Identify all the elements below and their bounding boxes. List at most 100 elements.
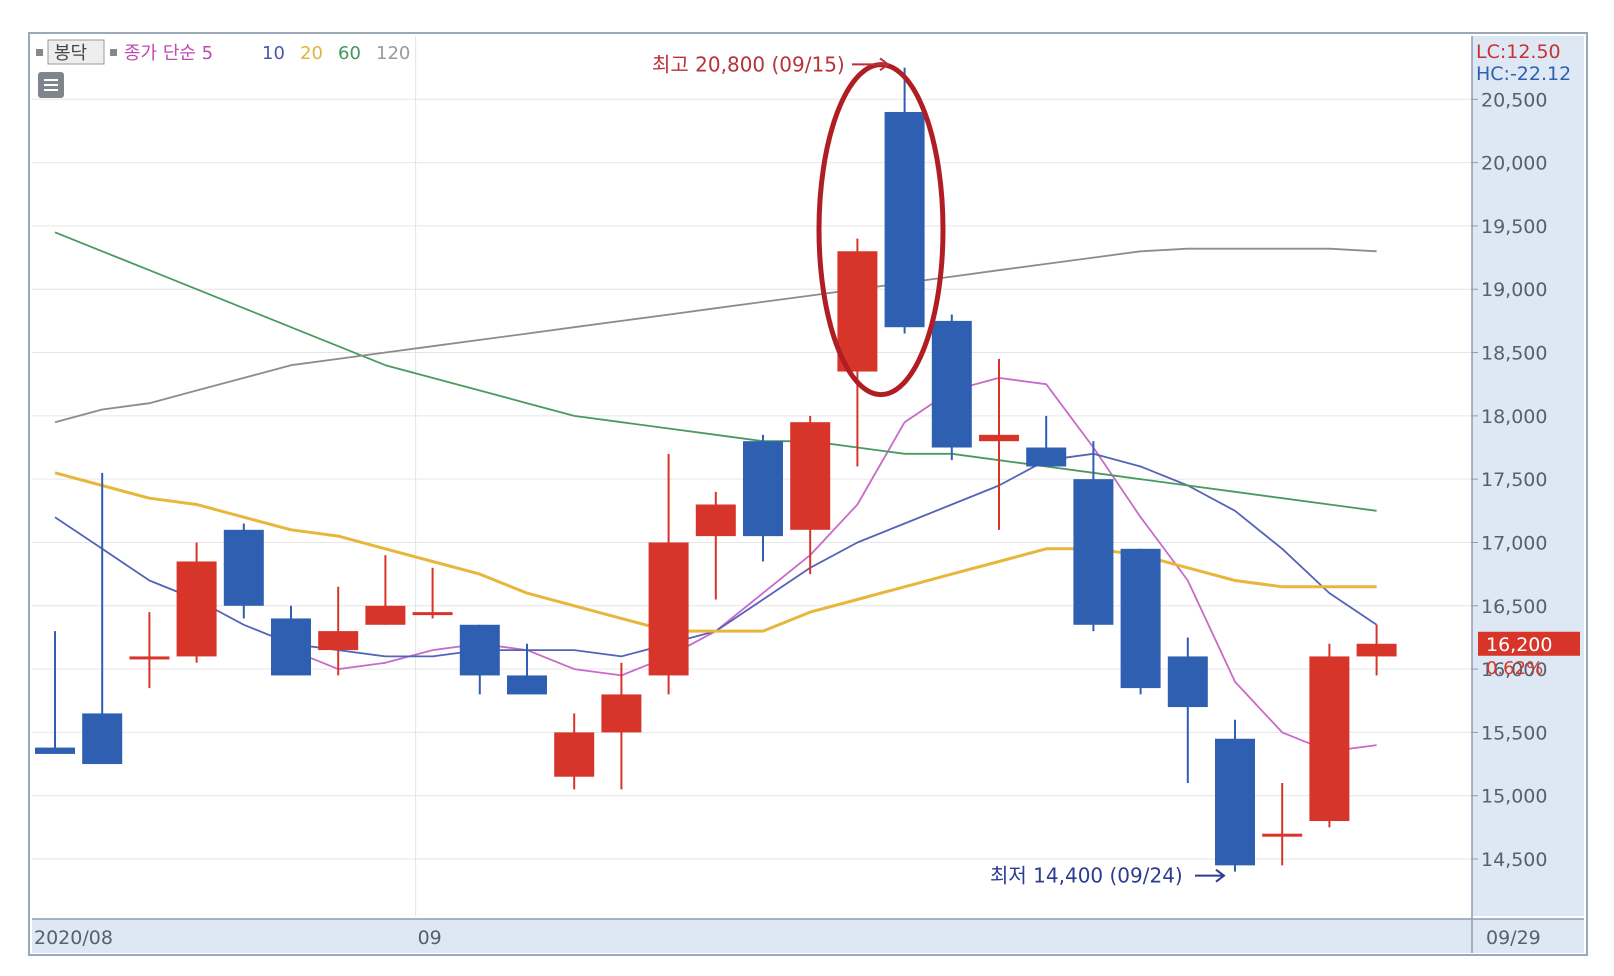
legend-ma20: 20 [300, 43, 323, 64]
candle-body [271, 618, 311, 676]
candle-body [412, 612, 453, 616]
outer-border [28, 32, 1588, 956]
candle [82, 472, 123, 765]
legend: 봉닥 종가 단순 5 10 20 60 120 [36, 39, 410, 98]
y-tick-label: 17,500 [1481, 469, 1547, 491]
legend-marker-icon [36, 49, 43, 56]
y-tick-label: 15,500 [1481, 722, 1547, 744]
candle-body [507, 675, 547, 695]
candle-body [129, 656, 170, 660]
candle-body [1120, 548, 1161, 689]
candle-body [601, 694, 642, 733]
candle-body [1073, 479, 1114, 625]
candle [1073, 441, 1114, 632]
candle [837, 238, 878, 467]
x-tick-label: 09 [418, 927, 442, 949]
ma120-line [54, 247, 1377, 424]
candle [790, 415, 831, 575]
candle [743, 434, 783, 562]
y-axis: 20,500 20,000 19,500 19,000 18,500 18,000 17,5… [1472, 89, 1547, 871]
y-tick-label: 16,500 [1481, 596, 1547, 618]
high-annotation: 최고 20,800 (09/15) [652, 52, 845, 76]
candle-body [35, 747, 75, 754]
candle [1167, 637, 1208, 784]
candle-body [1215, 738, 1255, 866]
candle [931, 314, 972, 461]
candle-body [790, 422, 831, 530]
candle-body [743, 441, 783, 537]
candle [271, 605, 311, 676]
y-tick-label: 19,500 [1481, 216, 1547, 238]
legend-ma5: 종가 단순 5 [124, 43, 213, 64]
candle-body [884, 111, 925, 328]
candles [35, 67, 1397, 872]
candle-body [82, 713, 123, 765]
y-tick-label: 17,000 [1481, 532, 1547, 554]
ma60-line [54, 231, 1377, 512]
legend-ma120: 120 [376, 43, 410, 64]
candle-body [837, 251, 878, 372]
candle [648, 453, 689, 695]
candle [1026, 415, 1067, 467]
x-axis-panel [32, 919, 1472, 953]
candle [223, 523, 264, 619]
axis-panels [32, 36, 1584, 953]
x-axis: 2020/08 09 09/29 [34, 927, 1541, 949]
candle [176, 542, 217, 663]
current-price-label: 16,200 [1486, 634, 1552, 656]
chart-type-box[interactable] [47, 39, 105, 65]
candle-body [695, 504, 736, 537]
high-arrow-icon [852, 57, 890, 72]
candle [35, 631, 75, 754]
hc-value: HC:-22.12 [1476, 63, 1571, 85]
settings-icon[interactable] [38, 72, 64, 98]
candle [1262, 783, 1303, 866]
candle [884, 67, 925, 334]
legend-ma60: 60 [338, 43, 361, 64]
candle-body [176, 561, 217, 657]
corner-panel [1472, 919, 1584, 953]
candle [459, 624, 500, 695]
candle-body [223, 529, 264, 606]
candle-body [365, 605, 406, 625]
candle [412, 567, 453, 619]
y-tick-label: 16,000 [1481, 659, 1547, 681]
y-tick-label: 18,000 [1481, 406, 1547, 428]
candle [1356, 624, 1397, 676]
current-price-badge [1478, 631, 1580, 656]
x-tick-label: 2020/08 [34, 927, 113, 949]
candle-body [554, 732, 595, 777]
candle [601, 662, 642, 790]
candle [979, 358, 1019, 530]
candle-body [318, 631, 359, 651]
lc-value: LC:12.50 [1476, 41, 1561, 63]
candle [507, 643, 547, 695]
y-tick-label: 14,500 [1481, 849, 1547, 871]
candle [365, 555, 406, 625]
candle [1309, 643, 1350, 828]
candle [318, 586, 359, 676]
y-tick-label: 18,500 [1481, 343, 1547, 365]
candle-body [1167, 656, 1208, 708]
candle-body [648, 542, 689, 676]
candle-body [459, 624, 500, 676]
legend-ma-marker-icon [110, 49, 117, 56]
y-tick-label: 20,000 [1481, 153, 1547, 175]
legend-chart-type[interactable]: 봉닥 [54, 43, 87, 64]
candle [1120, 548, 1161, 695]
candle [695, 491, 736, 600]
low-annotation: 최저 14,400 (09/24) [990, 864, 1183, 888]
candle [129, 612, 170, 689]
x-tick-label: 09/29 [1486, 927, 1541, 949]
y-tick-label: 20,500 [1481, 89, 1547, 111]
y-axis-panel [1472, 36, 1584, 916]
candle [1215, 719, 1255, 872]
legend-ma10: 10 [262, 43, 285, 64]
candle-body [1309, 656, 1350, 822]
current-change-label: 0.62% [1486, 658, 1543, 679]
low-arrow-icon [1195, 868, 1226, 883]
candle-body [979, 434, 1019, 442]
candle-body [1262, 833, 1303, 837]
